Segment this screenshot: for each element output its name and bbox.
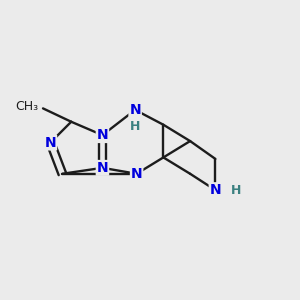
Text: N: N (129, 103, 141, 117)
Text: N: N (131, 167, 142, 181)
Text: H: H (231, 184, 242, 196)
Text: CH₃: CH₃ (15, 100, 38, 113)
Text: N: N (45, 136, 56, 150)
Text: N: N (210, 183, 221, 197)
Text: N: N (97, 128, 108, 142)
Text: N: N (97, 161, 108, 175)
Text: H: H (130, 120, 140, 133)
